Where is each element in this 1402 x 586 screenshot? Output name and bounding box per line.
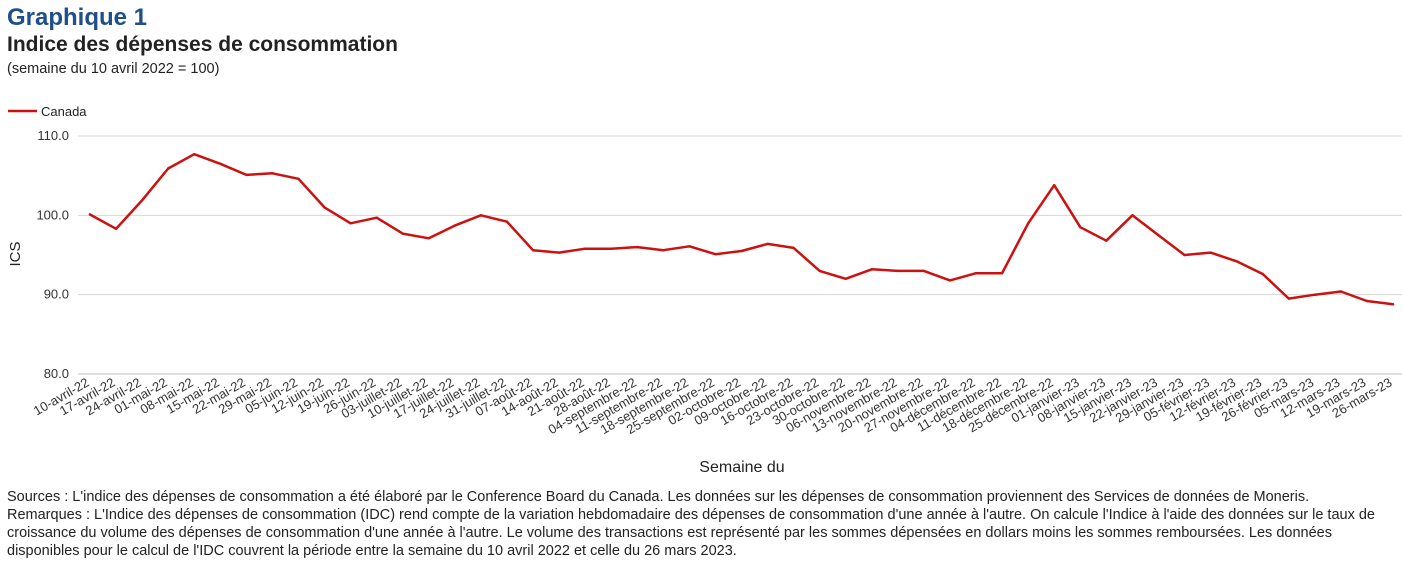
data-point (766, 242, 769, 246)
data-point (297, 177, 300, 180)
data-point (140, 199, 144, 202)
data-point (88, 213, 92, 216)
data-point (1209, 251, 1212, 254)
y-axis-label: ICS (7, 241, 24, 266)
data-point (505, 220, 509, 223)
data-point (1157, 234, 1160, 237)
chart-title: Indice des dépenses de consommation (7, 33, 398, 56)
data-point (1131, 214, 1134, 217)
chart-subtitle: (semaine du 10 avril 2022 = 100) (7, 61, 220, 77)
data-point (193, 153, 196, 156)
data-point (1105, 239, 1108, 242)
data-point (271, 172, 274, 175)
data-point (219, 162, 222, 165)
graph-number: Graphique 1 (7, 4, 148, 31)
data-point (714, 253, 717, 256)
data-point (1339, 290, 1343, 293)
chart-notes: Sources : L'indice des dépenses de conso… (7, 488, 1387, 560)
data-point (1313, 293, 1317, 296)
x-axis-ticks: 10-avril-2217-avril-2224-avril-2201-mai-… (31, 375, 1395, 437)
data-point (583, 247, 587, 250)
x-axis-label: Semaine du (699, 459, 784, 476)
data-point (531, 249, 535, 252)
data-point (401, 232, 404, 235)
data-point (114, 227, 118, 230)
legend: Canada (8, 104, 87, 119)
data-point (1000, 272, 1004, 275)
data-point (870, 268, 873, 271)
data-point (375, 216, 378, 219)
data-point (1391, 303, 1395, 306)
data-point (922, 269, 926, 273)
data-point (1287, 297, 1291, 300)
data-point (636, 245, 639, 249)
data-point (610, 247, 613, 250)
data-point (349, 222, 352, 225)
data-point (662, 249, 665, 252)
chart-heading: Graphique 1 Indice des dépenses de conso… (7, 4, 398, 79)
data-point (818, 269, 821, 273)
data-point (792, 246, 795, 250)
series-canada (88, 152, 1395, 306)
gridlines (78, 135, 1402, 375)
data-point (167, 167, 170, 170)
remarks-note: Remarques : L'Indice des dépenses de con… (7, 507, 1375, 559)
data-point (427, 237, 430, 240)
data-point (557, 251, 561, 254)
data-point (1027, 222, 1030, 225)
data-point (844, 277, 847, 280)
y-axis-ticks: 80.0 90.0 100.0 110.0 (36, 128, 69, 381)
y-tick-label: 110.0 (37, 128, 69, 143)
data-point (948, 279, 952, 282)
y-tick-label: 100.0 (36, 207, 69, 222)
data-point (453, 224, 456, 227)
line-chart: Canada 80.0 90.0 100.0 110.0 ICS 10-avril-2… (7, 104, 1402, 476)
data-point (740, 249, 743, 253)
data-point (1183, 253, 1186, 257)
series-line-canada (88, 152, 1395, 306)
sources-note: Sources : L'indice des dépenses de conso… (7, 489, 1310, 505)
data-point (1053, 184, 1056, 187)
data-point (1079, 226, 1082, 229)
data-point (1261, 272, 1264, 276)
data-point (688, 245, 691, 248)
data-point (1235, 260, 1238, 263)
data-point (896, 269, 900, 273)
y-tick-label: 90.0 (44, 287, 69, 302)
data-point (974, 272, 978, 275)
y-tick-label: 80.0 (44, 366, 69, 381)
data-point (1365, 299, 1369, 303)
data-point (479, 214, 483, 217)
data-point (245, 173, 248, 177)
data-point (323, 206, 326, 209)
legend-label-canada: Canada (41, 104, 87, 119)
